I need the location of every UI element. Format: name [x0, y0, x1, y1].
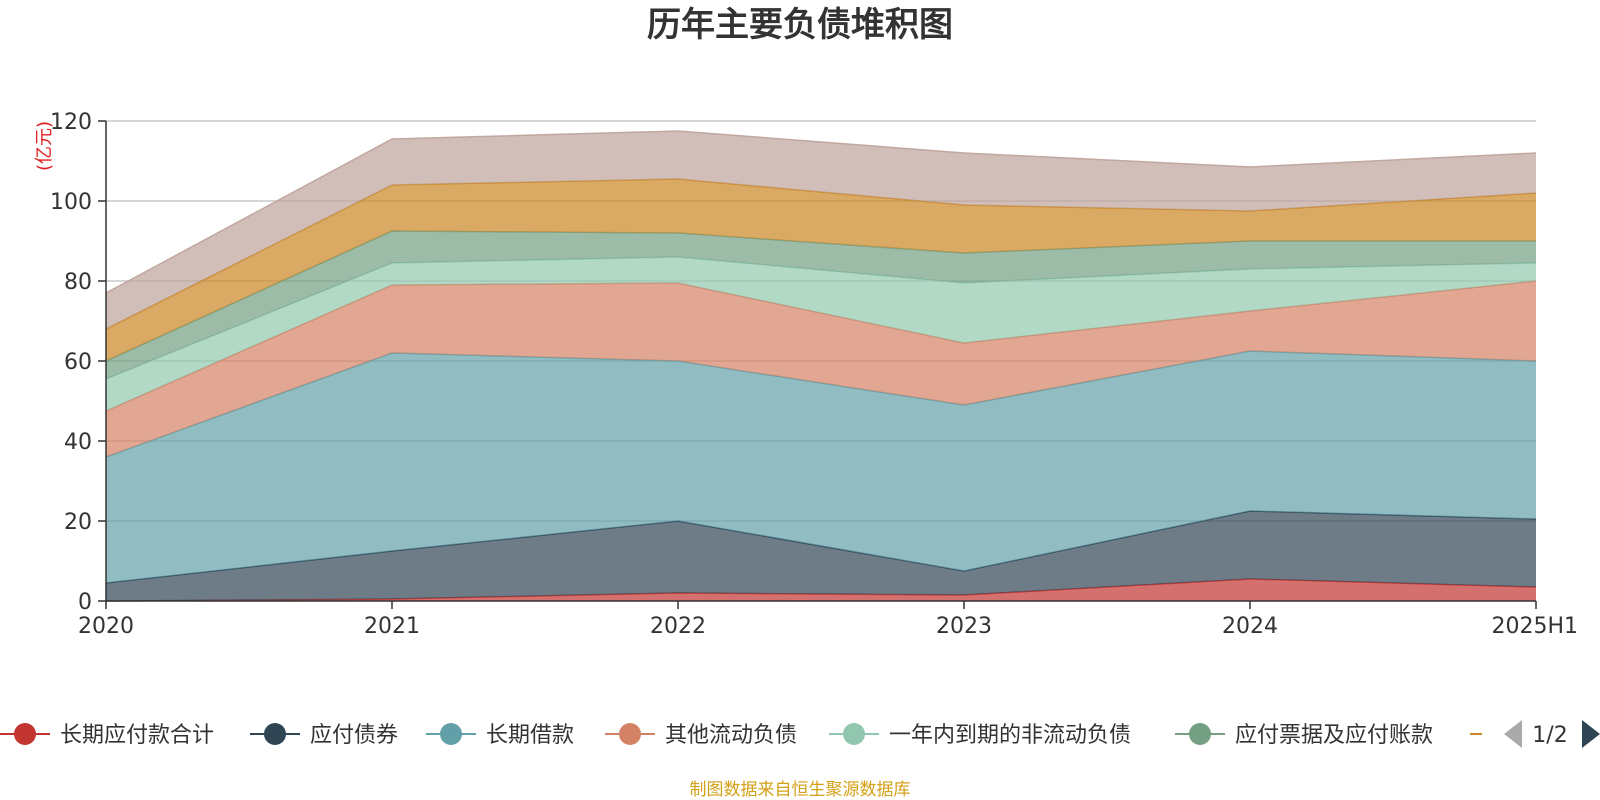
area-series-6: [106, 179, 1536, 361]
stacked-areas: [105, 130, 1537, 602]
area-series-0: [106, 579, 1536, 601]
area-series-4: [106, 257, 1536, 411]
axes: 0 20 40 60 80 100 120 2020 2021 2022 2023 2024 2025H…: [50, 110, 1578, 639]
area-series-2: [106, 351, 1536, 583]
legend-item[interactable]: 应付债券: [250, 723, 398, 748]
y-tick-label: 100: [50, 190, 92, 215]
y-tick-label: 0: [78, 590, 92, 615]
legend-label: 一年内到期的非流动负债: [889, 723, 1131, 748]
area-line-series-7: [105, 130, 1537, 294]
legend-prev-page-icon[interactable]: [1504, 720, 1522, 748]
area-series-1: [106, 511, 1536, 601]
x-tick-label: 2021: [364, 614, 420, 639]
legend-marker: [619, 723, 641, 745]
legend-page-indicator: 1/2: [1532, 723, 1567, 748]
legend-label: 长期借款: [486, 723, 574, 748]
area-series-3: [106, 281, 1536, 457]
area-series-7: [106, 131, 1536, 329]
legend-label: 应付债券: [310, 723, 398, 748]
legend-marker: [440, 723, 462, 745]
legend-item[interactable]: 应付票据及应付账款: [1175, 723, 1433, 748]
legend-next-page-icon[interactable]: [1582, 720, 1600, 748]
legend-item[interactable]: 长期借款: [426, 723, 574, 748]
legend-marker: [843, 723, 865, 745]
data-source-note: 制图数据来自恒生聚源数据库: [690, 780, 911, 800]
legend-label: 应付票据及应付账款: [1235, 723, 1433, 748]
x-tick-label: 2025H1: [1491, 614, 1578, 639]
x-tick-label: 2023: [936, 614, 992, 639]
legend-item[interactable]: 其他流动负债: [605, 723, 797, 748]
y-tick-label: 60: [64, 350, 92, 375]
y-tick-label: 20: [64, 510, 92, 535]
y-tick-label: 120: [50, 110, 92, 135]
x-tick-label: 2020: [78, 614, 134, 639]
x-tick-label: 2024: [1222, 614, 1278, 639]
legend-item[interactable]: 一年内到期的非流动负债: [829, 723, 1131, 748]
legend-label: 长期应付款合计: [60, 723, 214, 748]
y-tick-label: 80: [64, 270, 92, 295]
legend-marker: [14, 723, 36, 745]
y-axis-unit-label: (亿元): [34, 121, 55, 171]
legend-label: 其他流动负债: [665, 723, 797, 748]
y-tick-label: 40: [64, 430, 92, 455]
legend-item[interactable]: 长期应付款合计: [0, 723, 214, 748]
x-tick-label: 2022: [650, 614, 706, 639]
chart-title: 历年主要负债堆积图: [647, 5, 953, 45]
area-series-5: [106, 231, 1536, 379]
legend-marker: [264, 723, 286, 745]
legend: 长期应付款合计 应付债券 长期借款 其他流动负债 一年内到期的非流动负债 应付票据及应付账…: [0, 720, 1600, 748]
legend-marker: [1189, 723, 1211, 745]
